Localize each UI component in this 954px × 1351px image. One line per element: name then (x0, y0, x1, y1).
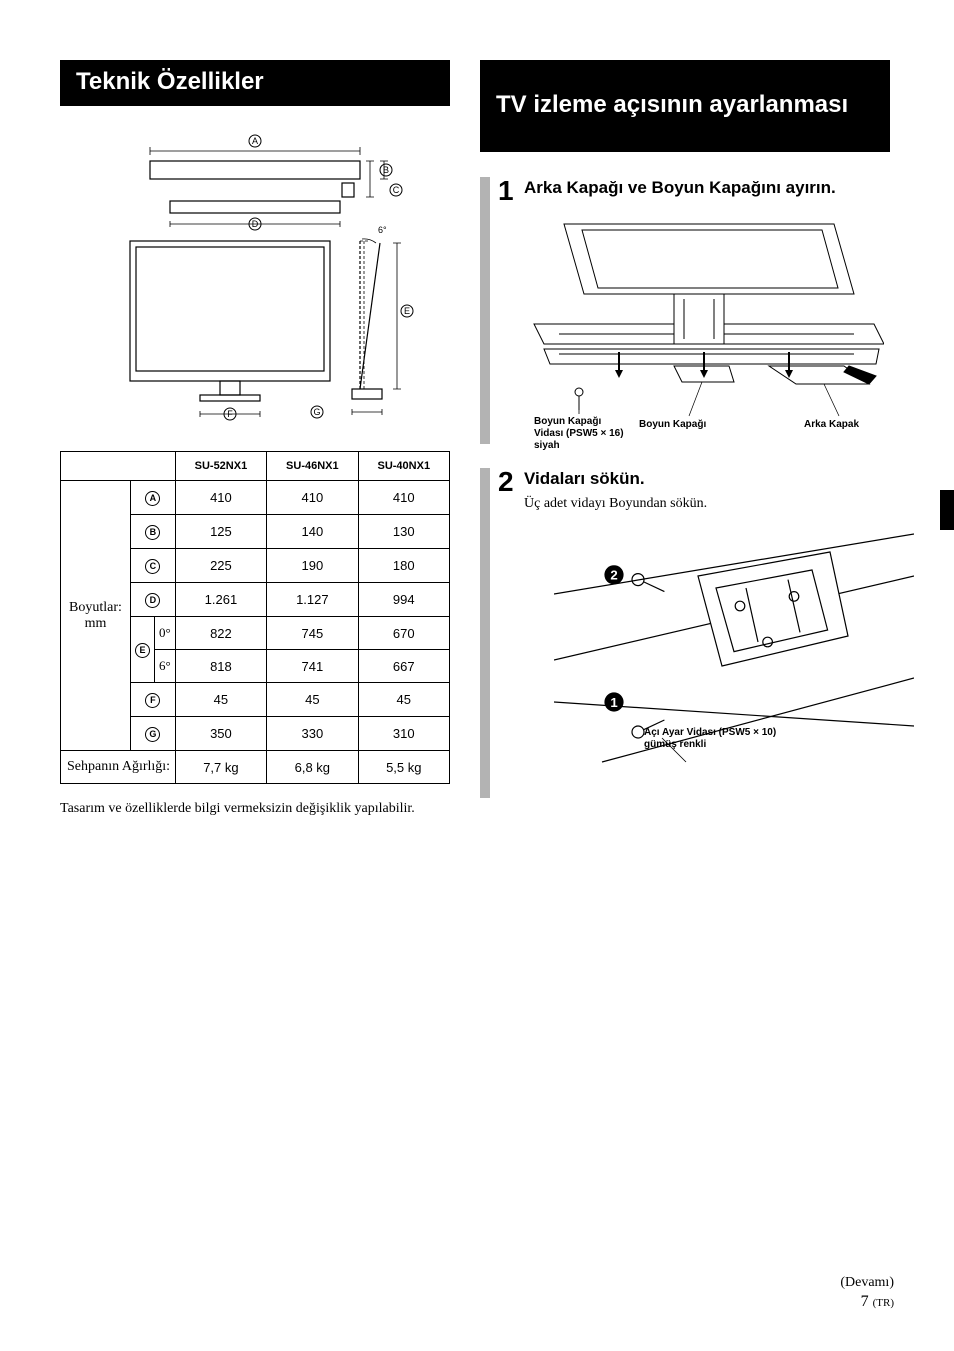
step-1-title: Arka Kapağı ve Boyun Kapağını ayırın. (524, 177, 890, 198)
svg-text:D: D (252, 219, 259, 229)
label-neck-cover: Boyun Kapağı (639, 419, 706, 431)
heading-adjust-angle: TV izleme açısının ayarlanması (480, 60, 890, 152)
svg-text:B: B (383, 165, 389, 175)
step-1-illustration (524, 204, 884, 444)
step-number: 2 (498, 468, 524, 797)
label-rear-cover: Arka Kapak (804, 419, 859, 431)
col-header: SU-40NX1 (358, 452, 449, 481)
page-edge-tab (940, 490, 954, 530)
label-angle-screw: Açı Ayar Vidası (PSW5 × 10) gümüş renkli (644, 727, 784, 751)
col-header: SU-46NX1 (267, 452, 358, 481)
col-header: SU-52NX1 (175, 452, 266, 481)
svg-text:1: 1 (610, 694, 617, 709)
step-2: 2 Vidaları sökün. Üç adet vidayı Boyunda… (480, 468, 890, 797)
specifications-table: SU-52NX1 SU-46NX1 SU-40NX1 Boyutlar: mm … (60, 451, 450, 784)
step-marker (480, 177, 490, 444)
svg-text:G: G (313, 407, 320, 417)
step-2-title: Vidaları sökün. (524, 468, 914, 489)
step-1: 1 Arka Kapağı ve Boyun Kapağını ayırın. (480, 177, 890, 444)
step-marker (480, 468, 490, 797)
svg-text:C: C (393, 185, 400, 195)
page-number: 7 (TR) (840, 1293, 894, 1311)
heading-technical-specs: Teknik Özellikler (60, 60, 450, 106)
step-2-subtitle: Üç adet vidayı Boyundan sökün. (524, 496, 914, 512)
continued-label: (Devamı) (840, 1275, 894, 1291)
svg-text:2: 2 (610, 567, 617, 582)
right-column: TV izleme açısının ayarlanması 1 Arka Ka… (480, 60, 890, 822)
svg-text:6°: 6° (378, 225, 387, 235)
label-neck-cover-screw: Boyun Kapağı Vidası (PSW5 × 16) siyah (534, 416, 624, 452)
row-label-dimensions: Boyutlar: mm (61, 481, 131, 751)
step-2-illustration: 2 1 (554, 522, 914, 798)
svg-text:F: F (227, 409, 233, 419)
svg-text:E: E (404, 306, 410, 316)
page-footer: (Devamı) 7 (TR) (840, 1275, 894, 1311)
left-column: Teknik Özellikler (60, 60, 450, 822)
step-number: 1 (498, 177, 524, 444)
svg-text:A: A (252, 136, 258, 146)
row-label-weight: Sehpanın Ağırlığı: (61, 751, 176, 784)
design-note: Tasarım ve özelliklerde bilgi vermeksizi… (60, 800, 450, 818)
dimension-diagram: A B C D E F G 6° (80, 131, 430, 421)
